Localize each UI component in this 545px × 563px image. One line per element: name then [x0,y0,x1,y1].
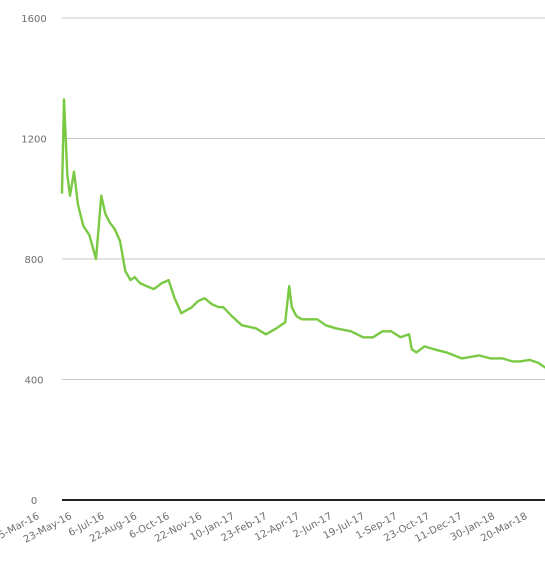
y-tick-label: 400 [24,376,43,387]
y-tick-label: 800 [24,255,43,266]
series-line [60,98,545,369]
y-tick-label: 1200 [21,135,46,146]
y-tick-label: 1600 [21,14,46,25]
y-tick-label: 0 [31,496,37,507]
